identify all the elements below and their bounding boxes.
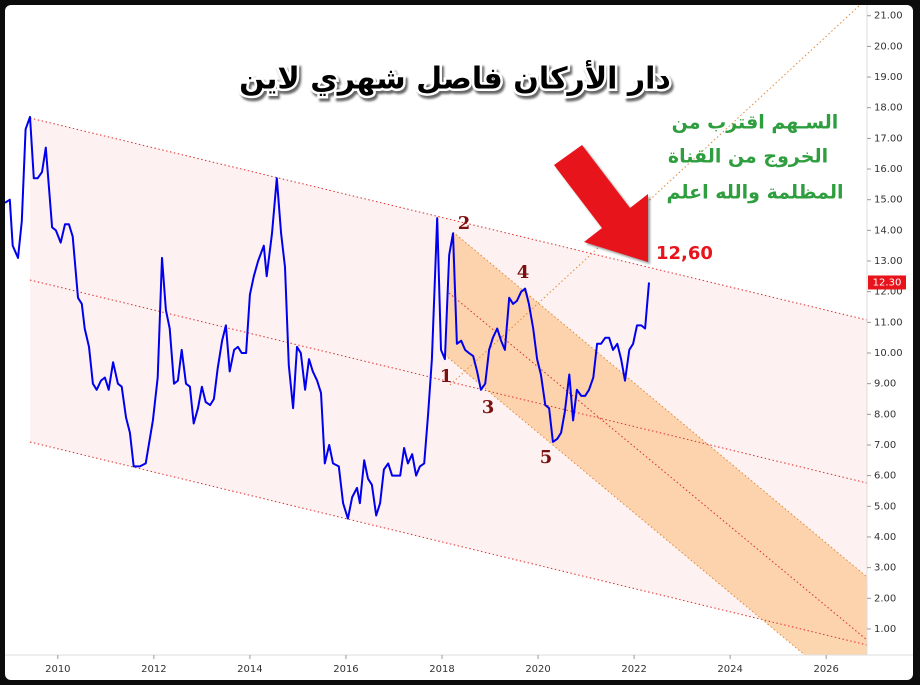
y-tick-label: 14.00 — [874, 225, 903, 236]
y-tick-label: 13.00 — [874, 256, 903, 267]
x-tick-label: 2022 — [621, 664, 646, 675]
wave-label: 3 — [482, 397, 495, 418]
wave-label: 4 — [517, 262, 530, 283]
x-tick-label: 2014 — [237, 664, 262, 675]
diagonal — [449, 5, 861, 386]
y-tick-label: 3.00 — [874, 563, 896, 574]
y-tick-label: 1.00 — [874, 624, 896, 635]
comment: المظلمة والله اعلم — [666, 182, 843, 204]
y-tick-label: 19.00 — [874, 72, 903, 83]
y-tick-label: 16.00 — [874, 164, 903, 175]
y-tick-label: 5.00 — [874, 501, 896, 512]
comment: السـهم اقترب من — [672, 112, 839, 134]
chart-title: دار الأركان فاصل شهري لاين — [239, 60, 671, 97]
price-tag — [868, 275, 906, 290]
y-tick-label: 10.00 — [874, 348, 903, 359]
orange-channel-fill — [445, 232, 867, 655]
y-tick-label: 8.00 — [874, 409, 896, 420]
arrow — [554, 145, 648, 262]
y-tick-label: 2.00 — [874, 593, 896, 604]
y-tick-label: 6.00 — [874, 471, 896, 482]
drawings — [29, 5, 867, 655]
y-tick-label: 20.00 — [874, 41, 903, 52]
y-tick-label: 7.00 — [874, 440, 896, 451]
comment: الخروج من القناة — [668, 146, 828, 168]
orange-middle — [448, 292, 867, 641]
y-tick-label: 4.00 — [874, 532, 896, 543]
y-tick-label: 12.00 — [874, 287, 903, 298]
x-tick-label: 2026 — [813, 664, 838, 675]
price-line — [4, 115, 650, 520]
wave-label: 2 — [458, 213, 471, 234]
y-tick-label: 11.00 — [874, 317, 903, 328]
price-tag-label: 12.30 — [873, 277, 902, 288]
y-tick-label: 15.00 — [874, 195, 903, 206]
y-tick-label: 18.00 — [874, 103, 903, 114]
y-tick-label: 9.00 — [874, 379, 896, 390]
y-tick-label: 17.00 — [874, 133, 903, 144]
x-tick-label: 2012 — [141, 664, 166, 675]
x-tick-label: 2010 — [45, 664, 70, 675]
x-tick-label: 2024 — [717, 664, 742, 675]
target-label: 12,60 — [656, 243, 713, 264]
x-tick-label: 2018 — [429, 664, 454, 675]
x-tick-label: 2016 — [333, 664, 358, 675]
orange-upper — [452, 231, 867, 578]
y-tick-label: 21.00 — [874, 11, 903, 22]
wave-label: 5 — [540, 447, 553, 468]
x-tick-label: 2020 — [525, 664, 550, 675]
wave-label: 1 — [440, 366, 453, 387]
